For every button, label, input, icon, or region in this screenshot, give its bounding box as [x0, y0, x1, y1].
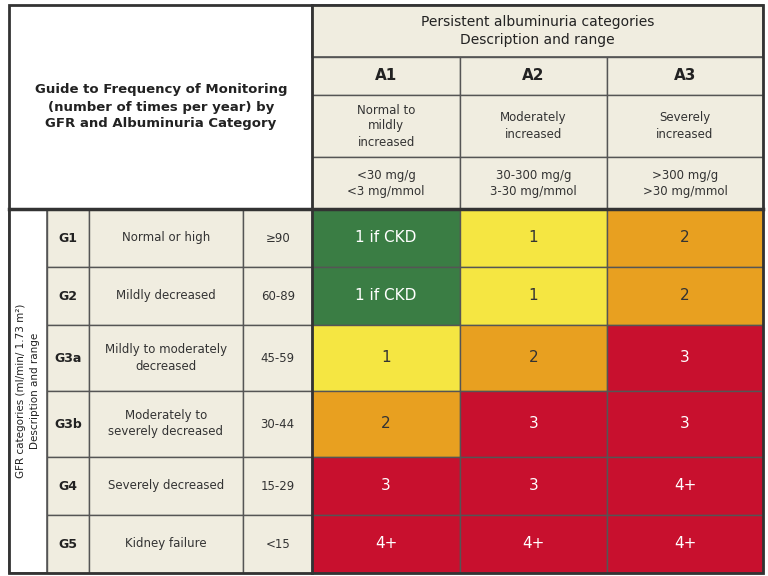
Bar [89, 391, 243, 457]
Bar [607, 457, 763, 515]
Text: >300 mg/g
>30 mg/mmol: >300 mg/g >30 mg/mmol [643, 169, 727, 198]
Text: 60-89: 60-89 [260, 290, 295, 302]
Text: G1: G1 [58, 232, 78, 244]
Text: 30-44: 30-44 [260, 418, 295, 430]
Text: G4: G4 [58, 479, 78, 492]
Bar [243, 325, 313, 391]
Text: 30-300 mg/g
3-30 mg/mmol: 30-300 mg/g 3-30 mg/mmol [490, 169, 577, 198]
Text: A1: A1 [375, 69, 397, 84]
Bar [47, 457, 89, 515]
Text: GFR categories (ml/min/ 1.73 m²)
Description and range: GFR categories (ml/min/ 1.73 m²) Descrip… [16, 304, 40, 478]
Text: Moderately to
severely decreased: Moderately to severely decreased [108, 410, 223, 438]
Text: 1: 1 [381, 351, 391, 366]
Text: 4+: 4+ [522, 536, 545, 551]
Text: 3: 3 [381, 479, 391, 494]
Bar [89, 267, 243, 325]
Text: 45-59: 45-59 [260, 351, 295, 365]
Bar [460, 515, 607, 573]
Text: G2: G2 [58, 290, 78, 302]
Bar [607, 57, 763, 95]
Bar [47, 267, 89, 325]
Text: 1 if CKD: 1 if CKD [356, 289, 417, 304]
Bar [607, 267, 763, 325]
Bar [243, 457, 313, 515]
Bar [47, 209, 89, 267]
Bar [460, 391, 607, 457]
Bar [460, 209, 607, 267]
Text: 1: 1 [528, 289, 538, 304]
Bar [89, 457, 243, 515]
Bar [607, 515, 763, 573]
Bar [607, 325, 763, 391]
Bar [313, 267, 460, 325]
Bar [313, 95, 460, 157]
Bar [89, 209, 243, 267]
Text: 3: 3 [528, 479, 538, 494]
Text: G5: G5 [58, 537, 78, 551]
Text: 4+: 4+ [375, 536, 397, 551]
Bar [9, 209, 47, 573]
Text: Guide to Frequency of Monitoring
(number of times per year) by
GFR and Albuminur: Guide to Frequency of Monitoring (number… [35, 84, 287, 131]
Text: Persistent albuminuria categories
Description and range: Persistent albuminuria categories Descri… [421, 16, 654, 47]
Text: Mildly to moderately
decreased: Mildly to moderately decreased [104, 343, 227, 373]
Bar [313, 391, 460, 457]
Text: 15-29: 15-29 [260, 479, 295, 492]
Text: 4+: 4+ [674, 479, 696, 494]
Text: ≥90: ≥90 [265, 232, 290, 244]
Bar [47, 325, 89, 391]
Bar [313, 457, 460, 515]
Bar [313, 325, 460, 391]
Bar [460, 57, 607, 95]
Text: A2: A2 [522, 69, 545, 84]
Text: 1 if CKD: 1 if CKD [356, 230, 417, 245]
Bar [607, 157, 763, 209]
Text: Severely
increased: Severely increased [657, 112, 713, 141]
Text: Moderately
increased: Moderately increased [500, 112, 567, 141]
Bar [47, 515, 89, 573]
Text: <30 mg/g
<3 mg/mmol: <30 mg/g <3 mg/mmol [347, 169, 425, 198]
Text: Mildly decreased: Mildly decreased [116, 290, 216, 302]
Text: 2: 2 [528, 351, 538, 366]
Text: Severely decreased: Severely decreased [108, 479, 224, 492]
Text: <15: <15 [265, 537, 290, 551]
Text: 2: 2 [381, 416, 391, 431]
Bar [460, 325, 607, 391]
Text: G3a: G3a [55, 351, 81, 365]
Text: G3b: G3b [54, 418, 81, 430]
Bar [9, 5, 313, 209]
Text: 1: 1 [528, 230, 538, 245]
Text: A3: A3 [674, 69, 696, 84]
Text: 2: 2 [680, 230, 690, 245]
Bar [47, 391, 89, 457]
Bar [313, 157, 460, 209]
Text: 4+: 4+ [674, 536, 696, 551]
Text: Normal or high: Normal or high [121, 232, 210, 244]
Bar [89, 325, 243, 391]
Bar [607, 209, 763, 267]
Bar [89, 515, 243, 573]
Text: 3: 3 [680, 351, 690, 366]
Text: Normal to
mildly
increased: Normal to mildly increased [357, 104, 415, 149]
Bar [460, 457, 607, 515]
Text: 3: 3 [528, 416, 538, 431]
Bar [313, 57, 460, 95]
Text: 2: 2 [680, 289, 690, 304]
Bar [313, 209, 460, 267]
Bar [243, 267, 313, 325]
Bar [313, 515, 460, 573]
Bar [243, 515, 313, 573]
Bar [243, 209, 313, 267]
Bar [460, 157, 607, 209]
Text: 3: 3 [680, 416, 690, 431]
Text: Kidney failure: Kidney failure [125, 537, 207, 551]
Bar [460, 267, 607, 325]
Bar [460, 95, 607, 157]
Bar [607, 95, 763, 157]
Bar [313, 5, 763, 57]
Bar [607, 391, 763, 457]
Bar [243, 391, 313, 457]
